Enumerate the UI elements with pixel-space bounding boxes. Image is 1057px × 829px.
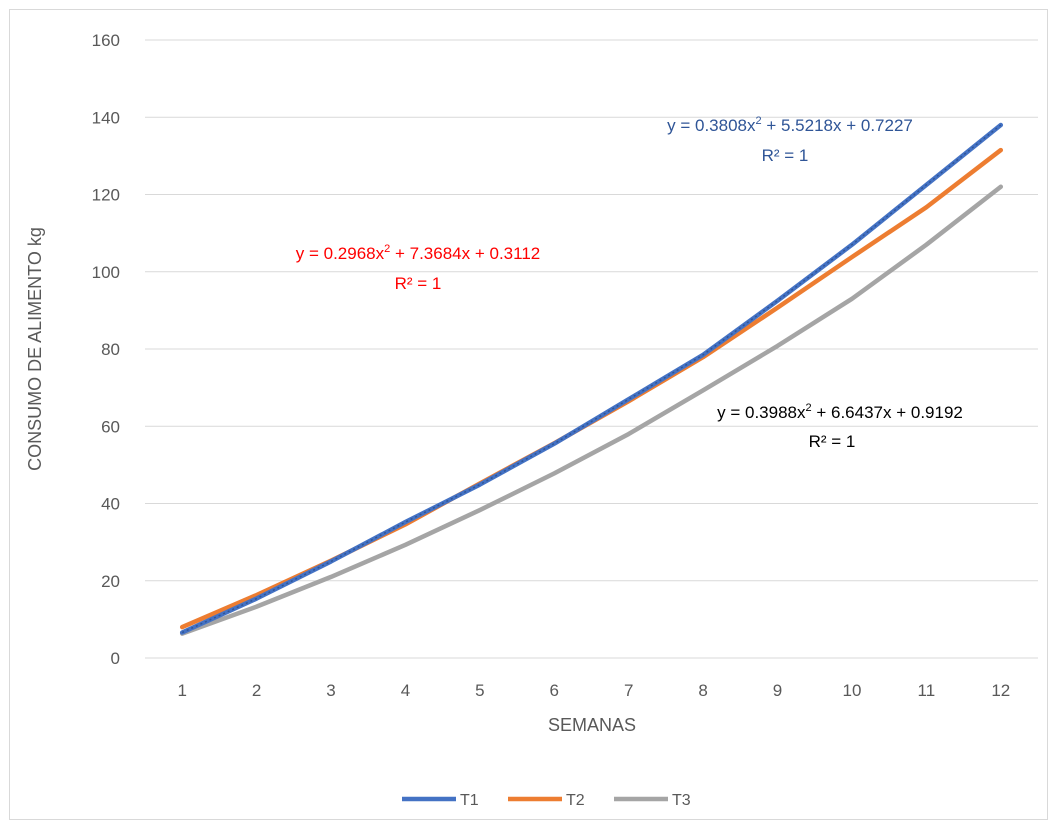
x-axis-ticks: 1 2 3 4 5 6 7 8 9 10 11 12 <box>177 681 1010 700</box>
r2-t2: R² = 1 <box>395 274 442 293</box>
trendline-equation-t1: y = 0.3808x2 + 5.5218x + 0.7227 R² = 1 <box>667 115 913 165</box>
equation-t1-lead: y = 0.3808x <box>667 116 756 135</box>
y-tick-label: 120 <box>92 186 120 205</box>
equation-t2-tail: + 7.3684x + 0.3112 <box>390 244 540 263</box>
y-tick-label: 140 <box>92 108 120 127</box>
y-tick-label: 160 <box>92 31 120 50</box>
x-tick-label: 4 <box>401 681 410 700</box>
y-axis-title: CONSUMO DE ALIMENTO kg <box>25 227 45 471</box>
x-tick-label: 2 <box>252 681 261 700</box>
y-tick-label: 100 <box>92 263 120 282</box>
x-tick-label: 6 <box>550 681 559 700</box>
x-tick-label: 1 <box>177 681 186 700</box>
r2-t1: R² = 1 <box>762 146 809 165</box>
equation-t1-tail: + 5.5218x + 0.7227 <box>762 116 913 135</box>
y-tick-label: 40 <box>101 495 120 514</box>
equation-t2-lead: y = 0.2968x <box>296 244 385 263</box>
x-tick-label: 5 <box>475 681 484 700</box>
x-tick-label: 9 <box>773 681 782 700</box>
y-tick-label: 0 <box>111 649 120 668</box>
legend: T1 T2 T3 <box>402 792 691 809</box>
equation-t2: y = 0.2968x2 + 7.3684x + 0.3112 <box>296 243 540 263</box>
equation-t1: y = 0.3808x2 + 5.5218x + 0.7227 <box>667 115 913 135</box>
chart-border <box>9 9 1048 820</box>
legend-label-t2: T2 <box>566 792 585 809</box>
trendline-equation-t3: y = 0.3988x2 + 6.6437x + 0.9192 R² = 1 <box>717 402 963 451</box>
x-tick-label: 3 <box>326 681 335 700</box>
x-axis-title: SEMANAS <box>548 715 636 735</box>
equation-t3-lead: y = 0.3988x <box>717 403 806 422</box>
x-tick-label: 8 <box>698 681 707 700</box>
r2-t3: R² = 1 <box>809 432 856 451</box>
equation-t2-exp: 2 <box>384 243 390 255</box>
y-tick-label: 80 <box>101 340 120 359</box>
y-tick-label: 60 <box>101 417 120 436</box>
y-tick-label: 20 <box>101 572 120 591</box>
x-tick-label: 12 <box>991 681 1010 700</box>
x-tick-label: 10 <box>842 681 861 700</box>
legend-label-t1: T1 <box>460 792 479 809</box>
x-tick-label: 11 <box>918 681 936 700</box>
equation-t1-exp: 2 <box>756 115 762 127</box>
equation-t3-tail: + 6.6437x + 0.9192 <box>812 403 963 422</box>
legend-label-t3: T3 <box>672 792 691 809</box>
series-lines <box>179 122 1004 636</box>
y-axis-ticks: 0 20 40 60 80 100 120 140 160 <box>92 31 120 668</box>
trendline-equation-t2: y = 0.2968x2 + 7.3684x + 0.3112 R² = 1 <box>296 243 540 293</box>
equation-t3: y = 0.3988x2 + 6.6437x + 0.9192 <box>717 402 963 422</box>
trendline-t1 <box>181 124 1002 634</box>
equation-t3-exp: 2 <box>806 402 812 414</box>
series-line-t3 <box>179 184 1004 636</box>
x-tick-label: 7 <box>624 681 633 700</box>
